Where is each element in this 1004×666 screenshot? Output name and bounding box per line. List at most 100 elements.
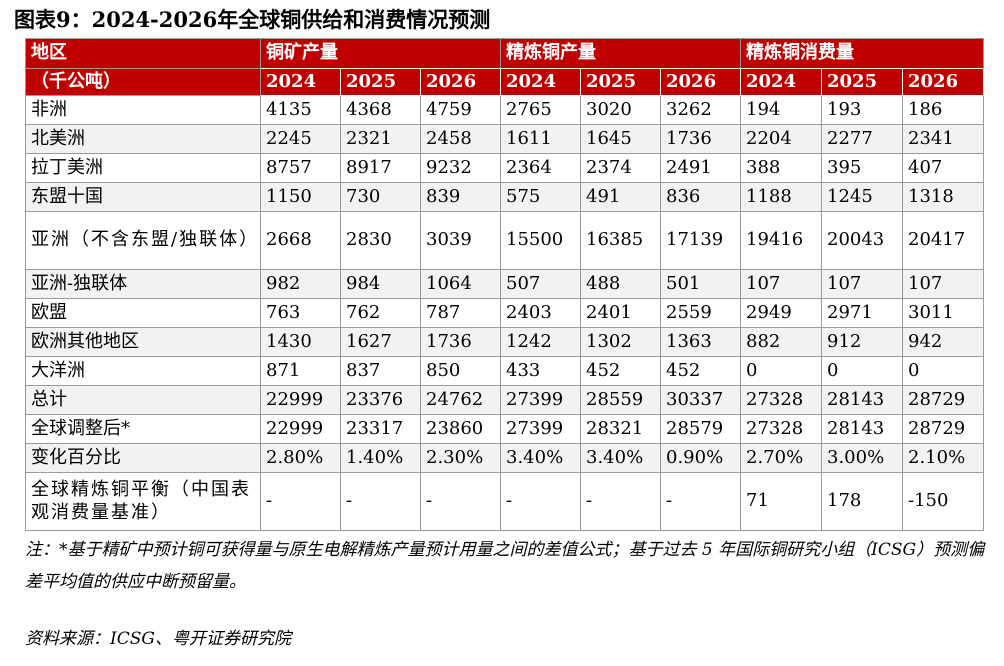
value-cell: 8917 (340, 153, 421, 183)
value-cell: 2277 (821, 124, 903, 154)
value-cell: 3.00% (821, 443, 903, 473)
value-cell: 491 (580, 182, 661, 212)
value-cell: 28729 (902, 385, 984, 415)
value-cell: - (660, 472, 741, 531)
value-cell: 193 (821, 95, 903, 125)
year-header: 2024 (500, 68, 581, 96)
value-cell: - (580, 472, 661, 531)
table-row: 全球精炼铜平衡（中国表观消费量基准） - - - - - -71 178 -150 (25, 472, 984, 531)
year-header: 2026 (420, 68, 501, 96)
value-cell: 2765 (500, 95, 581, 125)
value-cell: 2559 (660, 298, 741, 328)
value-cell: 27399 (500, 385, 581, 415)
copper-supply-demand-table: 地区 铜矿产量 精炼铜产量 精炼铜消费量 （千公吨） 2024 2025 202… (25, 38, 984, 531)
value-cell: 194 (740, 95, 822, 125)
value-cell: 71 (740, 472, 822, 531)
value-cell: 837 (340, 356, 421, 386)
value-cell: 1736 (420, 327, 501, 357)
value-cell: 28143 (821, 414, 903, 444)
region-cell: 北美洲 (25, 124, 261, 154)
table-row: 欧洲其他地区 1430 1627 1736 1242 1302 1363 882 912 942 (25, 327, 984, 357)
region-cell: 全球精炼铜平衡（中国表观消费量基准） (25, 472, 261, 531)
value-cell: 2364 (500, 153, 581, 183)
value-cell: 28143 (821, 385, 903, 415)
value-cell: 107 (821, 269, 903, 299)
value-cell: 1430 (260, 327, 341, 357)
data-table-container: 地区 铜矿产量 精炼铜产量 精炼铜消费量 （千公吨） 2024 2025 202… (25, 38, 984, 531)
value-cell: 23376 (340, 385, 421, 415)
value-cell: 1318 (902, 182, 984, 212)
table-row: 总计 22999 23376 24762 27399 28559 30337 27328 281… (25, 385, 984, 415)
table-row: 拉丁美洲 8757 8917 9232 2364 2374 2491 388 395 407 (25, 153, 984, 183)
value-cell: 24762 (420, 385, 501, 415)
header-row-years: （千公吨） 2024 2025 2026 2024 2025 2026 2024… (25, 68, 984, 96)
value-cell: 30337 (660, 385, 741, 415)
value-cell: 3262 (660, 95, 741, 125)
value-cell: 984 (340, 269, 421, 299)
value-cell: 22999 (260, 385, 341, 415)
header-row-groups: 地区 铜矿产量 精炼铜产量 精炼铜消费量 (25, 38, 984, 69)
value-cell: 3.40% (580, 443, 661, 473)
value-cell: 178 (821, 472, 903, 531)
region-cell: 大洋洲 (25, 356, 261, 386)
value-cell: 2401 (580, 298, 661, 328)
value-cell: 763 (260, 298, 341, 328)
value-cell: 9232 (420, 153, 501, 183)
year-header: 2026 (660, 68, 741, 96)
value-cell: 762 (340, 298, 421, 328)
value-cell: 4759 (420, 95, 501, 125)
year-header: 2024 (260, 68, 341, 96)
value-cell: 3011 (902, 298, 984, 328)
value-cell: 882 (740, 327, 822, 357)
value-cell: 1645 (580, 124, 661, 154)
value-cell: 839 (420, 182, 501, 212)
region-cell: 拉丁美洲 (25, 153, 261, 183)
value-cell: 501 (660, 269, 741, 299)
table-row: 欧盟 763 762 787 2403 2401 2559 2949 2971 3011 (25, 298, 984, 328)
value-cell: 912 (821, 327, 903, 357)
value-cell: 452 (660, 356, 741, 386)
year-header: 2024 (740, 68, 822, 96)
value-cell: 2.70% (740, 443, 822, 473)
value-cell: 1064 (420, 269, 501, 299)
region-cell: 亚洲-独联体 (25, 269, 261, 299)
region-cell: 变化百分比 (25, 443, 261, 473)
table-row: 北美洲 2245 2321 2458 1611 1645 1736 2204 2277 2341 (25, 124, 984, 154)
year-header: 2025 (580, 68, 661, 96)
footnote: 注：*基于精矿中预计铜可获得量与原生电解精炼产量预计用量之间的差值公式；基于过去… (25, 540, 985, 592)
region-cell: 东盟十国 (25, 182, 261, 212)
value-cell: 2321 (340, 124, 421, 154)
value-cell: 388 (740, 153, 822, 183)
region-cell: 亚洲（不含东盟/独联体） (25, 211, 261, 270)
value-cell: 28729 (902, 414, 984, 444)
value-cell: 982 (260, 269, 341, 299)
value-cell: 16385 (580, 211, 661, 270)
value-cell: 20417 (902, 211, 984, 270)
value-cell: - (420, 472, 501, 531)
value-cell: 3.40% (500, 443, 581, 473)
region-cell: 欧盟 (25, 298, 261, 328)
figure-title: 图表9：2024-2026年全球铜供给和消费情况预测 (14, 7, 491, 32)
value-cell: 27328 (740, 414, 822, 444)
value-cell: 2374 (580, 153, 661, 183)
value-cell: 942 (902, 327, 984, 357)
value-cell: 4135 (260, 95, 341, 125)
value-cell: 23317 (340, 414, 421, 444)
value-cell: 2491 (660, 153, 741, 183)
value-cell: - (260, 472, 341, 531)
value-cell: 1150 (260, 182, 341, 212)
region-header-line1: 地区 (25, 38, 261, 69)
value-cell: - (500, 472, 581, 531)
value-cell: 107 (740, 269, 822, 299)
value-cell: 0 (740, 356, 822, 386)
group-header-copper-mine: 铜矿产量 (260, 38, 501, 69)
year-header: 2025 (821, 68, 903, 96)
value-cell: 452 (580, 356, 661, 386)
table-row: 全球调整后* 22999 23317 23860 27399 28321 28579 2732… (25, 414, 984, 444)
group-header-refined-consumption: 精炼铜消费量 (740, 38, 984, 69)
value-cell: 1627 (340, 327, 421, 357)
group-header-refined-production: 精炼铜产量 (500, 38, 741, 69)
table-row: 亚洲（不含东盟/独联体） 2668 2830 3039 15500 16385 17139 1… (25, 211, 984, 270)
value-cell: 1736 (660, 124, 741, 154)
value-cell: 1302 (580, 327, 661, 357)
